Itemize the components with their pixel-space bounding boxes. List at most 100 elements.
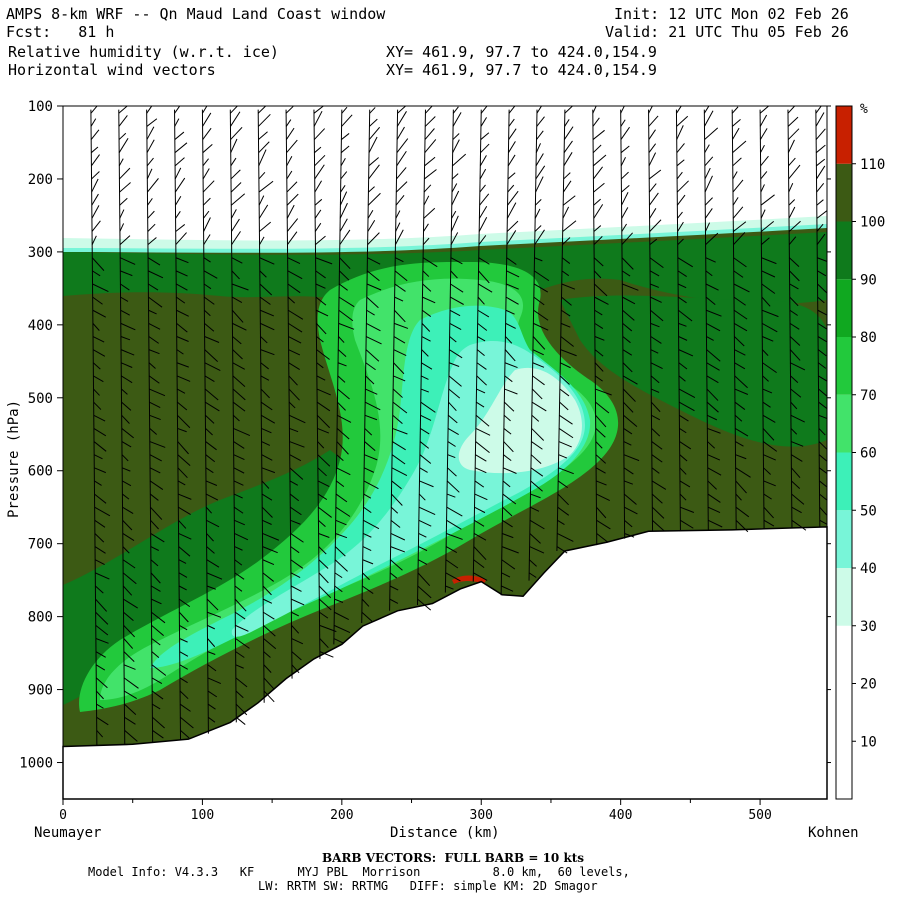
wind-barb-flag [817,270,827,277]
wind-barb-flag [363,519,380,530]
wind-barb-flag [206,585,216,590]
wind-barb-flag [207,677,222,684]
wind-barb-flag [316,401,331,412]
wind-barb-flag [177,414,191,429]
wind-barb-flag [479,184,486,193]
wind-barb-flag [202,106,208,114]
wind-barb-flag [478,217,488,232]
wind-barb-flag [762,401,771,408]
wind-barb-flag [448,362,460,367]
wind-barb-flag [703,106,710,114]
wind-barb-staff [815,109,821,528]
wind-barb-flag [707,493,721,503]
wind-barb-flag [558,428,574,439]
wind-barb-flag [289,506,302,516]
wind-barb-flag [315,309,329,317]
wind-barb-flag [704,144,710,153]
wind-barb-flag [148,375,160,384]
wind-barb-flag [790,428,798,435]
wind-barb-flag [396,111,407,127]
wind-barb-flag [340,171,348,180]
wind-barb-flag [121,441,132,448]
wind-barb-flag [93,375,104,383]
wind-barb-flag [506,230,517,245]
wind-barb-flag [564,119,570,127]
wind-barb-flag [452,153,467,167]
x-axis: 0 100 200 300 400 500 [59,799,772,823]
wind-barb-flag [334,572,343,579]
wind-barb-flag [446,519,462,530]
wind-barb-flag [230,126,243,140]
wind-barb-flag [118,115,128,127]
wind-barb-flag [474,506,486,514]
wind-barb-flag [288,349,301,356]
wind-barb-flag [559,388,570,397]
wind-barb-flag [621,192,629,206]
model-info-line-2: LW: RRTM SW: RRTMG DIFF: simple KM: 2D S… [258,879,598,893]
wind-barb-flag [340,185,346,193]
wind-barb-flag [448,388,461,399]
wind-barb-flag [178,533,192,540]
wind-barb-flag [124,703,137,716]
wind-barb-flag [95,572,110,580]
colorbar-swatch [836,394,852,453]
wind-barb-flag [91,154,100,167]
wind-barb-flag [174,157,185,167]
wind-barb-flag [315,257,333,265]
wind-barb-flag [678,336,688,341]
colorbar-tick-label: 70 [860,388,877,404]
wind-barb-flag [289,454,302,462]
rh-band-40-50 [458,367,582,474]
wind-barb-flag [148,283,159,291]
wind-barb-flag [815,144,826,154]
wind-barb-flag [561,257,571,264]
wind-barb-flag [395,257,404,263]
wind-barb-staff [675,109,681,531]
wind-barb-flag [818,467,827,475]
wind-barb-flag [707,454,721,461]
wind-barb-flag [121,401,132,411]
wind-barb-flag [231,231,241,245]
wind-barb-flag [704,127,719,140]
wind-barb-flag [392,414,403,425]
wind-barb-flag [314,222,322,232]
wind-barb-flag [533,270,550,282]
wind-barb-flag [393,349,407,357]
wind-barb-flag [120,322,136,331]
wind-barb-flag [422,237,430,245]
wind-barb-flag [361,611,373,622]
wind-barb-flag [735,519,749,533]
wind-barb-flag [258,131,268,140]
wind-barb-flag [480,132,490,140]
wind-barb-flag [206,572,223,580]
wind-barb-staff [146,109,154,744]
wind-barb-flag [122,506,134,514]
wind-barb-flag [178,559,187,564]
wind-barb-flag [289,480,299,486]
wind-barb-flag [123,651,135,662]
wind-barb-flag [501,533,514,539]
wind-barb-flag [262,533,280,541]
wind-barb-flag [118,137,129,153]
wind-barb-flag [446,533,463,540]
colorbar-swatch [836,221,852,280]
wind-barb-flag [422,257,438,268]
wind-barb-flag [705,257,716,263]
wind-barb-flag [558,467,574,475]
wind-barb-flag [447,454,456,459]
wind-barb-flag [476,375,487,386]
wind-barb-flag [505,296,519,305]
wind-barb-flag [285,127,295,140]
wind-barb-flag [621,185,630,193]
colorbar-swatch [836,625,852,684]
wind-barb-flag [593,166,603,180]
wind-barb-flag [419,467,428,473]
wind-barb-flag [95,598,108,612]
wind-barb-flag [231,218,240,232]
wind-barb-flag [677,270,687,277]
wind-barb-flag [395,210,401,219]
wind-barb-flag [260,375,270,381]
wind-barb-flag [475,441,490,454]
wind-barb-flag [421,309,432,317]
wind-barb-flag [761,257,777,265]
